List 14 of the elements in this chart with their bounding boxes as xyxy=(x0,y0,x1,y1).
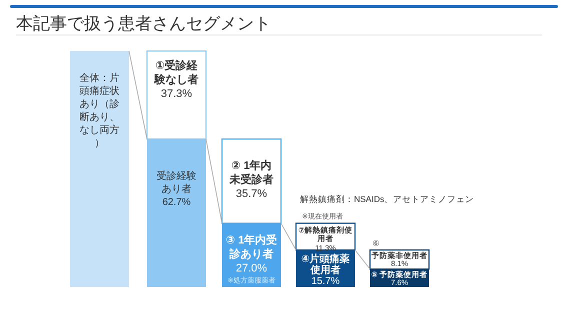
data-label: 35.7% xyxy=(236,188,268,200)
annotation: ①受診経験なし者 xyxy=(154,59,199,86)
annotation: ③ 1年内受診あり者 xyxy=(226,233,278,260)
annotation: ② 1年内未受診者 xyxy=(228,159,274,186)
annotation: ④片頭痛薬使用者 xyxy=(301,252,350,276)
chart-title: 本記事で扱う患者さんセグメント xyxy=(16,14,271,33)
annotation: 全体：片頭痛症状あり（診断あり、なし両方） xyxy=(80,72,120,149)
annotation: 受診経験あり者 xyxy=(156,170,196,196)
data-label: 37.3% xyxy=(160,88,192,100)
data-label: 27.0% xyxy=(236,262,268,274)
data-label: 62.7% xyxy=(162,197,191,208)
annotation: 解熱鎮痛剤：NSAIDs、アセトアミノフェン xyxy=(300,194,474,204)
annotation: ⑥ xyxy=(372,238,380,248)
data-label: 15.7% xyxy=(311,276,340,287)
